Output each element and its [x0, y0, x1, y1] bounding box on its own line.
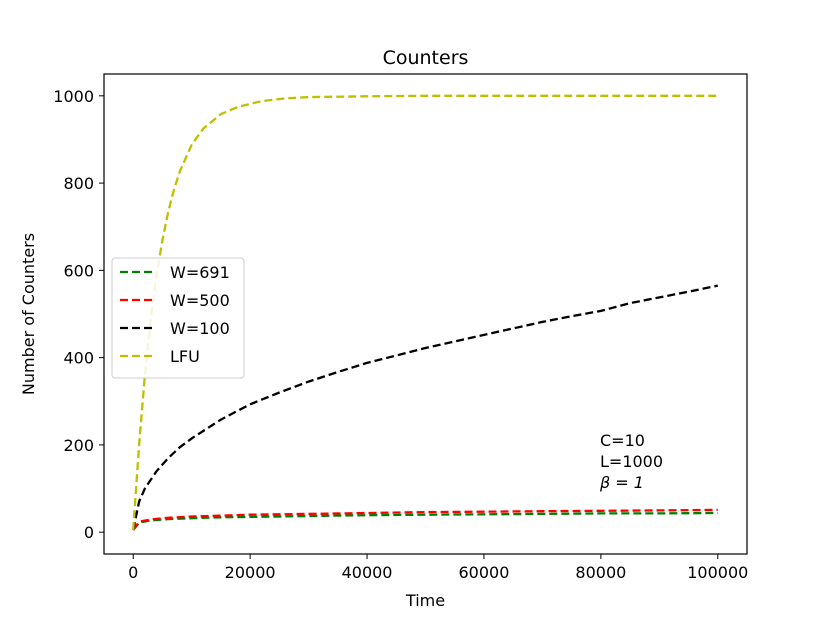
chart-title: Counters — [383, 47, 469, 69]
x-tick-label: 100000 — [687, 563, 748, 582]
legend-label-w-500: W=500 — [170, 291, 230, 310]
x-tick-label: 40000 — [342, 563, 393, 582]
annotation-beta: β = 1 — [599, 473, 644, 492]
x-axis-label: Time — [405, 591, 445, 610]
y-tick-label: 400 — [63, 349, 94, 368]
legend-label-w-691: W=691 — [170, 263, 230, 282]
x-tick-label: 80000 — [575, 563, 626, 582]
series-line-w-691 — [132, 511, 718, 531]
series-line-w-500 — [132, 508, 718, 531]
legend-label-w-100: W=100 — [170, 319, 230, 338]
x-tick-label: 20000 — [225, 563, 276, 582]
y-tick-label: 800 — [63, 174, 94, 193]
y-axis-ticks: 0 200 400 600 800 1000 — [53, 87, 104, 542]
annotation-box: C=10 L=1000 β = 1 — [599, 431, 663, 492]
x-tick-label: 0 — [128, 563, 138, 582]
series-line-w-100 — [132, 284, 719, 531]
legend: W=691 W=500 W=100 LFU — [111, 257, 245, 379]
x-axis-ticks: 0 20000 40000 60000 80000 100000 — [128, 554, 748, 582]
plot-frame — [103, 73, 748, 555]
annotation-l: L=1000 — [600, 452, 663, 471]
y-axis-label: Number of Counters — [19, 233, 38, 395]
y-tick-label: 600 — [63, 261, 94, 280]
y-tick-label: 200 — [63, 436, 94, 455]
y-tick-label: 1000 — [53, 87, 94, 106]
x-tick-label: 60000 — [459, 563, 510, 582]
legend-label-lfu: LFU — [170, 347, 200, 366]
legend-box — [111, 257, 245, 379]
annotation-c: C=10 — [600, 431, 645, 450]
y-tick-label: 0 — [84, 523, 94, 542]
